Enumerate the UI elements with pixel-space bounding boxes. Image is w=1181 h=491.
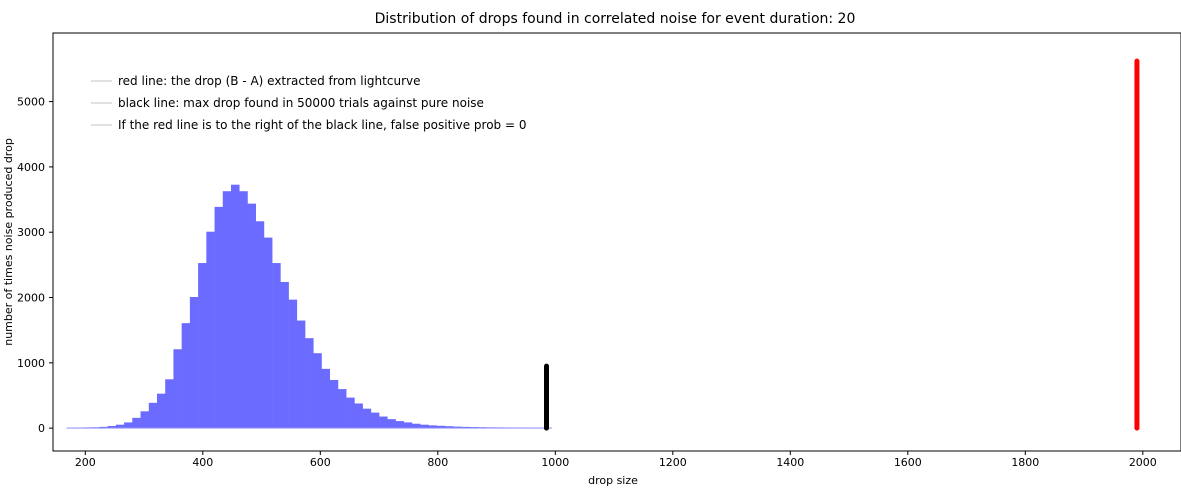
plot-frame	[52, 32, 1181, 452]
x-axis-label: drop size	[588, 474, 638, 487]
x-tick-label: 400	[192, 456, 213, 469]
histogram-bar	[247, 203, 256, 429]
histogram-bar	[346, 397, 355, 429]
x-tick-label: 200	[75, 456, 96, 469]
y-tick-label: 5000	[17, 96, 45, 109]
histogram-bar	[403, 422, 413, 429]
histogram-bar	[305, 338, 314, 429]
y-tick-label: 4000	[17, 161, 45, 174]
histogram-bar	[296, 320, 306, 429]
histogram-bar	[461, 426, 470, 429]
histogram-bar	[436, 425, 446, 429]
histogram-bar	[107, 426, 117, 429]
x-tick-label: 1800	[1011, 456, 1039, 469]
x-tick-label: 600	[310, 456, 331, 469]
y-tick-label: 2000	[17, 292, 45, 305]
y-tick-label: 1000	[17, 357, 45, 370]
histogram-bar	[428, 425, 437, 429]
legend-entry: red line: the drop (B - A) extracted fro…	[118, 74, 420, 88]
histogram-bar	[469, 427, 479, 429]
histogram-bar	[173, 349, 182, 429]
histogram-bar	[387, 419, 396, 429]
legend-entry: black line: max drop found in 50000 tria…	[118, 96, 484, 110]
chart-title: Distribution of drops found in correlate…	[375, 11, 856, 27]
legend: red line: the drop (B - A) extracted fro…	[91, 74, 526, 132]
histogram-bar	[453, 426, 462, 429]
y-axis: 0 1000 2000 3000 4000 5000	[17, 96, 53, 435]
histogram-bar	[321, 368, 331, 429]
x-tick-label: 1600	[894, 456, 922, 469]
histogram-bar	[198, 263, 207, 429]
histogram-bar	[222, 191, 232, 429]
histogram-bar	[354, 403, 363, 429]
histogram-bar	[329, 379, 339, 429]
histogram-bar	[231, 184, 240, 429]
histogram-bar	[206, 231, 215, 429]
threshold-lines	[544, 58, 1140, 431]
histogram-bar	[189, 297, 199, 429]
x-tick-label: 1000	[541, 456, 569, 469]
histogram-bar	[239, 191, 248, 429]
histogram-bar	[362, 408, 372, 429]
histogram-bar	[115, 424, 125, 429]
histogram-bar	[370, 412, 380, 429]
histogram-bar	[280, 281, 289, 429]
x-axis: 200 400 600 800 1000 1200 1400 1600 1800 2000	[75, 451, 1157, 469]
histogram-bar	[148, 402, 158, 429]
histogram-bar	[140, 411, 150, 429]
histogram-bar	[156, 393, 166, 429]
histogram-bar	[313, 353, 322, 429]
histogram-bar	[337, 389, 347, 429]
y-tick-label: 3000	[17, 226, 45, 239]
histogram-bar	[444, 426, 454, 429]
histogram-bar	[263, 237, 273, 429]
histogram-bar	[288, 299, 298, 429]
legend-entry: If the red line is to the right of the b…	[118, 118, 526, 132]
histogram-bar	[272, 263, 281, 429]
histogram-bar	[181, 323, 191, 429]
histogram-bar	[214, 206, 224, 429]
y-axis-label: number of times noise produced drop	[2, 138, 15, 346]
histogram-bar	[165, 379, 174, 429]
histogram-bar	[255, 221, 265, 429]
histogram-bar	[395, 421, 405, 429]
histogram-bar	[420, 424, 429, 429]
histogram-bar	[124, 422, 133, 429]
histogram-bar	[132, 417, 141, 429]
x-tick-label: 800	[427, 456, 448, 469]
histogram-bars	[66, 184, 553, 429]
x-tick-label: 1200	[659, 456, 687, 469]
x-tick-label: 2000	[1129, 456, 1157, 469]
histogram-bar	[99, 426, 108, 429]
histogram-bar	[411, 423, 421, 429]
histogram-bar	[379, 416, 388, 429]
y-tick-label: 0	[38, 422, 45, 435]
x-tick-label: 1400	[776, 456, 804, 469]
